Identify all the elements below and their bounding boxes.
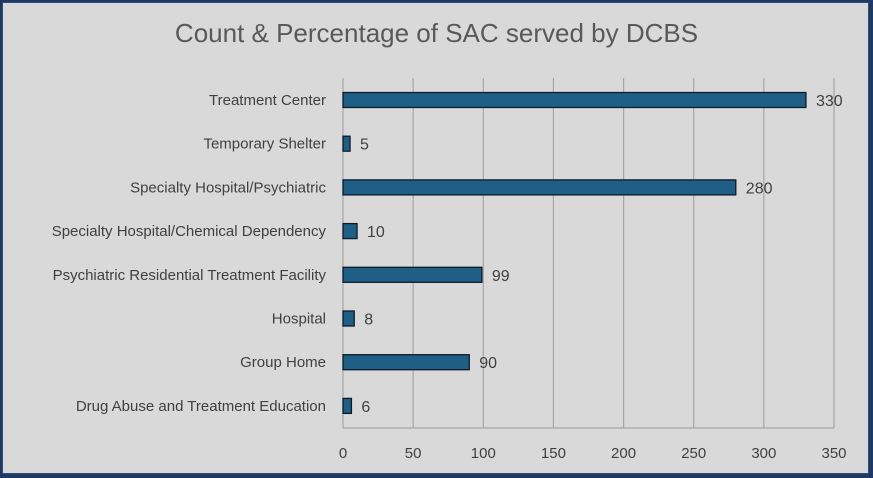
- bars: [342, 91, 807, 415]
- category-label: Temporary Shelter: [203, 136, 326, 153]
- category-label: Psychiatric Residential Treatment Facili…: [53, 267, 327, 284]
- data-label: 330: [816, 93, 843, 110]
- bar: [342, 135, 351, 152]
- x-tick-label: 300: [751, 445, 776, 462]
- x-tick-label: 50: [405, 445, 422, 462]
- bar: [342, 397, 353, 415]
- bar: [342, 354, 470, 371]
- category-label: Specialty Hospital/Psychiatric: [130, 179, 326, 196]
- gridlines: [342, 78, 835, 429]
- category-label: Group Home: [240, 354, 326, 371]
- bar: [342, 310, 355, 327]
- x-tick-label: 100: [471, 445, 496, 462]
- category-labels: Treatment Center Temporary Shelter Special…: [52, 92, 327, 415]
- category-label: Specialty Hospital/Chemical Dependency: [52, 223, 327, 240]
- bar: [342, 266, 483, 283]
- bar: [342, 91, 807, 109]
- data-labels: 330 5 280 10 99 8 90 6: [360, 93, 843, 416]
- data-label: 8: [364, 312, 373, 329]
- chart-title: Count & Percentage of SAC served by DCBS: [174, 18, 699, 48]
- data-label: 90: [479, 355, 497, 372]
- data-label: 5: [360, 137, 369, 154]
- category-label: Hospital: [272, 311, 326, 328]
- x-tick-labels: 0 50 100 150 200 250 300 350: [339, 445, 847, 462]
- data-label: 6: [361, 399, 370, 416]
- bar: [342, 222, 358, 240]
- data-label: 280: [746, 180, 773, 197]
- data-label: 10: [367, 224, 385, 241]
- bar: [342, 179, 737, 196]
- x-tick-label: 150: [541, 445, 566, 462]
- x-tick-label: 0: [339, 445, 347, 462]
- x-tick-label: 250: [681, 445, 706, 462]
- x-tick-label: 200: [611, 445, 636, 462]
- data-label: 99: [492, 268, 510, 285]
- x-tick-label: 350: [821, 445, 846, 462]
- category-label: Treatment Center: [209, 92, 326, 109]
- category-label: Drug Abuse and Treatment Education: [76, 398, 326, 415]
